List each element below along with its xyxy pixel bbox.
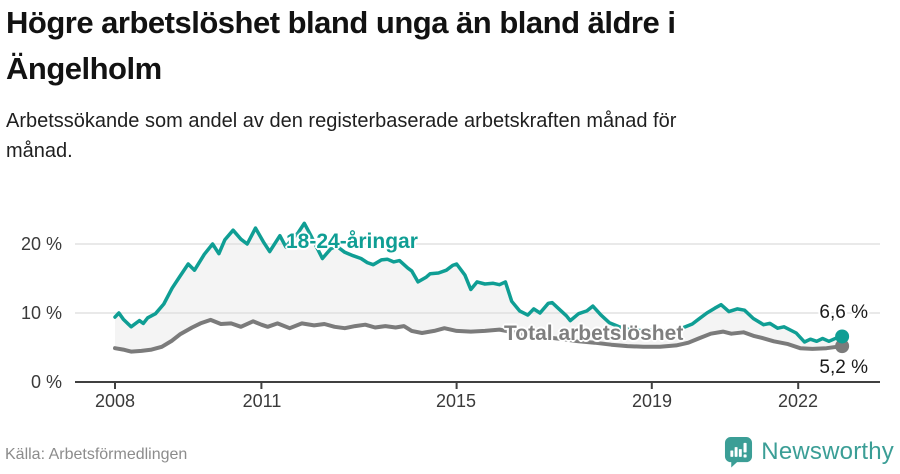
source-credit: Källa: Arbetsförmedlingen (5, 446, 188, 463)
endpoint-dot-youth (835, 329, 850, 344)
newsworthy-bubble-icon (725, 437, 753, 468)
x-axis-tick-label-2022: 2022 (777, 391, 819, 411)
series-line-total (113, 317, 845, 354)
series-label-total: Total arbetslöshet (504, 322, 684, 345)
end-value-total: 5,2 % (819, 357, 868, 378)
x-axis-tick-label-2015: 2015 (435, 391, 477, 411)
end-value-youth: 6,6 % (819, 302, 868, 323)
y-axis-tick-label-20: 20 % (20, 234, 62, 254)
series-line-youth (113, 221, 844, 344)
x-axis-tick-label-2019: 2019 (631, 391, 673, 411)
newsworthy-logo: Newsworthy (724, 436, 894, 468)
page-subtitle: Arbetssökande som andel av den registerb… (6, 110, 677, 162)
y-axis-tick-label-0: 0 % (30, 372, 62, 392)
series-label-youth: 18-24-åringar (286, 230, 418, 253)
brand-name: Newsworthy (761, 438, 894, 465)
endpoint-dot-total (835, 339, 850, 354)
x-axis-tick-label-2008: 2008 (94, 391, 136, 411)
x-axis-tick-label-2011: 2011 (242, 391, 282, 411)
y-axis-tick-label-10: 10 % (20, 303, 62, 323)
page-title: Högre arbetslöshet bland unga än bland ä… (6, 5, 676, 86)
band-fill (115, 223, 843, 352)
